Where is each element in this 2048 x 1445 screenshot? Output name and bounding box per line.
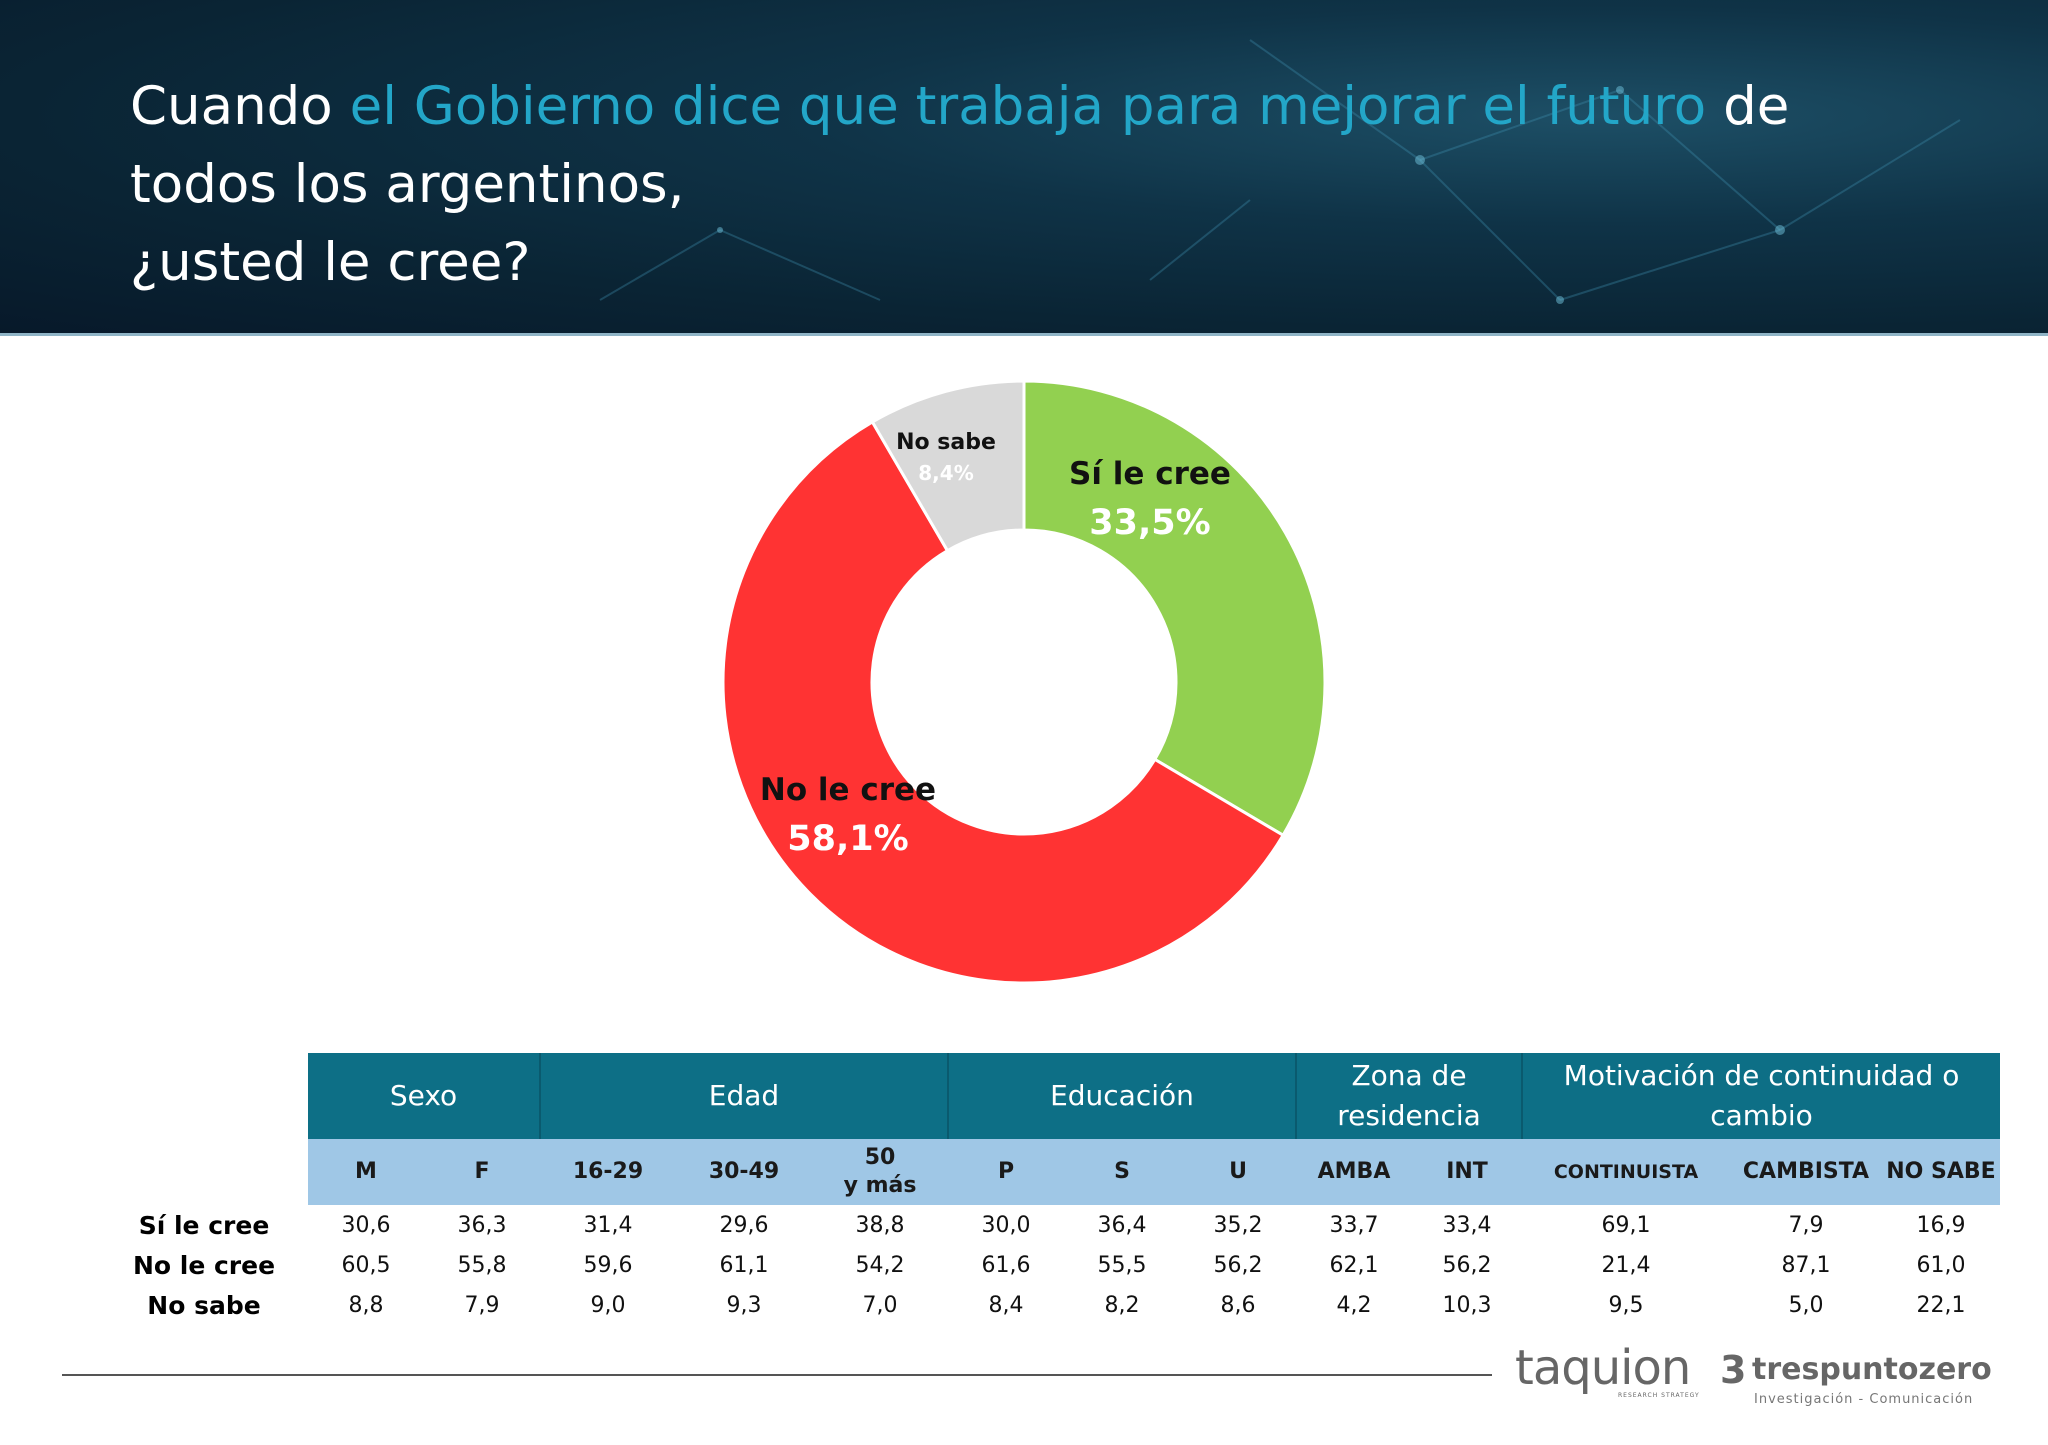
group-header-edad: Edad bbox=[540, 1053, 949, 1139]
table-cell: 9,0 bbox=[590, 1292, 626, 1318]
table-cell: 61,0 bbox=[1916, 1252, 1966, 1278]
table-cell: 61,6 bbox=[981, 1252, 1031, 1278]
trespuntozero-logo-mark: 3 bbox=[1720, 1348, 1747, 1392]
table-cell: 21,4 bbox=[1601, 1252, 1651, 1278]
slice-no-le-cree bbox=[721, 419, 1286, 985]
title-part2: de todos los argentinos, bbox=[130, 76, 1790, 215]
table-cell: 22,1 bbox=[1916, 1292, 1966, 1318]
slice-si-le-cree bbox=[1022, 379, 1327, 838]
donut-chart: Sí le cree 33,5% No le cree 58,1% No sabe 8,4… bbox=[721, 379, 1327, 985]
column-header-cambista: CAMBISTA bbox=[1730, 1139, 1882, 1205]
table-cell: 8,6 bbox=[1220, 1292, 1256, 1318]
table-cell: 36,4 bbox=[1097, 1212, 1147, 1238]
slice-value-no-le-cree: 58,1% bbox=[787, 819, 908, 859]
column-header-int: INT bbox=[1412, 1139, 1522, 1205]
table-cell: 30,0 bbox=[981, 1212, 1031, 1238]
slice-label-si-le-cree: Sí le cree bbox=[1069, 456, 1231, 492]
column-header-no-sabe: NO SABE bbox=[1882, 1139, 2000, 1205]
group-header-motivacion-de-continuidad-o-cambio: Motivación de continuidad o cambio bbox=[1522, 1053, 2000, 1139]
group-header-zona-de-residencia: Zona de residencia bbox=[1296, 1053, 1523, 1139]
table-row: Sí le cree 30,6 36,3 31,4 29,6 38,8 30,0 36,4 35… bbox=[100, 1205, 2000, 1245]
page-title: Cuando el Gobierno dice que trabaja para… bbox=[130, 68, 1830, 302]
table-cell: 31,4 bbox=[583, 1212, 633, 1238]
column-header-continuista: CONTINUISTA bbox=[1522, 1139, 1730, 1205]
table-cell: 60,5 bbox=[341, 1252, 391, 1278]
table-cell: 56,2 bbox=[1442, 1252, 1492, 1278]
table-cell: 8,4 bbox=[988, 1292, 1024, 1318]
table-cell: 4,2 bbox=[1336, 1292, 1372, 1318]
table-cell: 7,9 bbox=[464, 1292, 500, 1318]
table-cell: 62,1 bbox=[1329, 1252, 1379, 1278]
table-cell: 30,6 bbox=[341, 1212, 391, 1238]
table-group-header: Sexo Edad Educación Zona de residencia Motiv… bbox=[100, 1053, 2000, 1139]
trespuntozero-logo-subtitle: Investigación - Comunicación bbox=[1754, 1392, 1974, 1407]
header-banner bbox=[0, 0, 2048, 333]
column-header-m: M bbox=[308, 1139, 424, 1205]
row-header-no-le-cree: No le cree bbox=[132, 1250, 276, 1280]
table-row: No le cree 60,5 55,8 59,6 61,1 54,2 61,6 55,5 56… bbox=[100, 1245, 2000, 1285]
table-row: No sabe 8,8 7,9 9,0 9,3 7,0 8,4 8,2 8,6 4,2 10,3 9,… bbox=[100, 1285, 2000, 1325]
table-cell: 7,0 bbox=[862, 1292, 898, 1318]
table-cell: 9,5 bbox=[1608, 1292, 1644, 1318]
row-header-no-sabe: No sabe bbox=[147, 1290, 261, 1320]
group-header-educacion: Educación bbox=[948, 1053, 1297, 1139]
footer-divider bbox=[62, 1374, 1492, 1376]
table-cell: 10,3 bbox=[1442, 1292, 1492, 1318]
trespuntozero-logo: trespuntozero bbox=[1752, 1352, 1992, 1387]
table-cell: 36,3 bbox=[457, 1212, 507, 1238]
table-column-header: M F 16-29 30-49 50 y más P S U AMBA INT CONTINUISTA… bbox=[100, 1139, 2000, 1205]
title-line3: ¿usted le cree? bbox=[130, 232, 531, 293]
table-body: Sí le cree 30,6 36,3 31,4 29,6 38,8 30,0 36,4 35… bbox=[100, 1205, 2000, 1325]
table-corner bbox=[100, 1053, 308, 1139]
table-cell: 61,1 bbox=[719, 1252, 769, 1278]
table-cell: 7,9 bbox=[1788, 1212, 1824, 1238]
column-header-u: U bbox=[1180, 1139, 1296, 1205]
taquion-logo: taquion bbox=[1515, 1340, 1691, 1396]
table-cell: 33,4 bbox=[1442, 1212, 1492, 1238]
slice-no-sabe bbox=[870, 379, 1026, 553]
slice-value-no-sabe: 8,4% bbox=[918, 461, 973, 485]
slice-label-no-sabe: No sabe bbox=[896, 430, 996, 455]
table-cell: 9,3 bbox=[726, 1292, 762, 1318]
table-cell: 55,8 bbox=[457, 1252, 507, 1278]
table-cell: 69,1 bbox=[1601, 1212, 1651, 1238]
column-header-s: S bbox=[1064, 1139, 1180, 1205]
column-header-50-y-mas: 50 y más bbox=[812, 1139, 948, 1205]
title-highlight: el Gobierno dice que trabaja para mejora… bbox=[349, 76, 1707, 137]
title-part1: Cuando bbox=[130, 76, 350, 137]
column-header-f: F bbox=[424, 1139, 540, 1205]
table-cell: 35,2 bbox=[1213, 1212, 1263, 1238]
column-header-30-49: 30-49 bbox=[676, 1139, 812, 1205]
table-cell: 38,8 bbox=[855, 1212, 905, 1238]
table-cell: 55,5 bbox=[1097, 1252, 1147, 1278]
table-cell: 33,7 bbox=[1329, 1212, 1379, 1238]
table-cell: 54,2 bbox=[855, 1252, 905, 1278]
table-cell: 5,0 bbox=[1788, 1292, 1824, 1318]
slice-value-si-le-cree: 33,5% bbox=[1089, 503, 1210, 543]
table-cell: 87,1 bbox=[1781, 1252, 1831, 1278]
table-cell: 59,6 bbox=[583, 1252, 633, 1278]
header-divider bbox=[0, 333, 2048, 336]
table-corner-sub bbox=[100, 1139, 308, 1205]
column-header-amba: AMBA bbox=[1296, 1139, 1412, 1205]
column-header-p: P bbox=[948, 1139, 1064, 1205]
network-background-graphic bbox=[599, 39, 1961, 304]
row-header-si-le-cree: Sí le cree bbox=[138, 1210, 270, 1240]
table-cell: 8,2 bbox=[1104, 1292, 1140, 1318]
taquion-logo-subtitle: RESEARCH STRATEGY bbox=[1618, 1392, 1700, 1399]
table-cell: 29,6 bbox=[719, 1212, 769, 1238]
column-header-16-29: 16-29 bbox=[540, 1139, 676, 1205]
table-cell: 56,2 bbox=[1213, 1252, 1263, 1278]
group-header-sexo: Sexo bbox=[308, 1053, 541, 1139]
slice-label-no-le-cree: No le cree bbox=[760, 772, 936, 808]
table-cell: 8,8 bbox=[348, 1292, 384, 1318]
crosstab-table: Sexo Edad Educación Zona de residencia Motiv… bbox=[100, 1053, 2000, 1325]
table-cell: 16,9 bbox=[1916, 1212, 1966, 1238]
